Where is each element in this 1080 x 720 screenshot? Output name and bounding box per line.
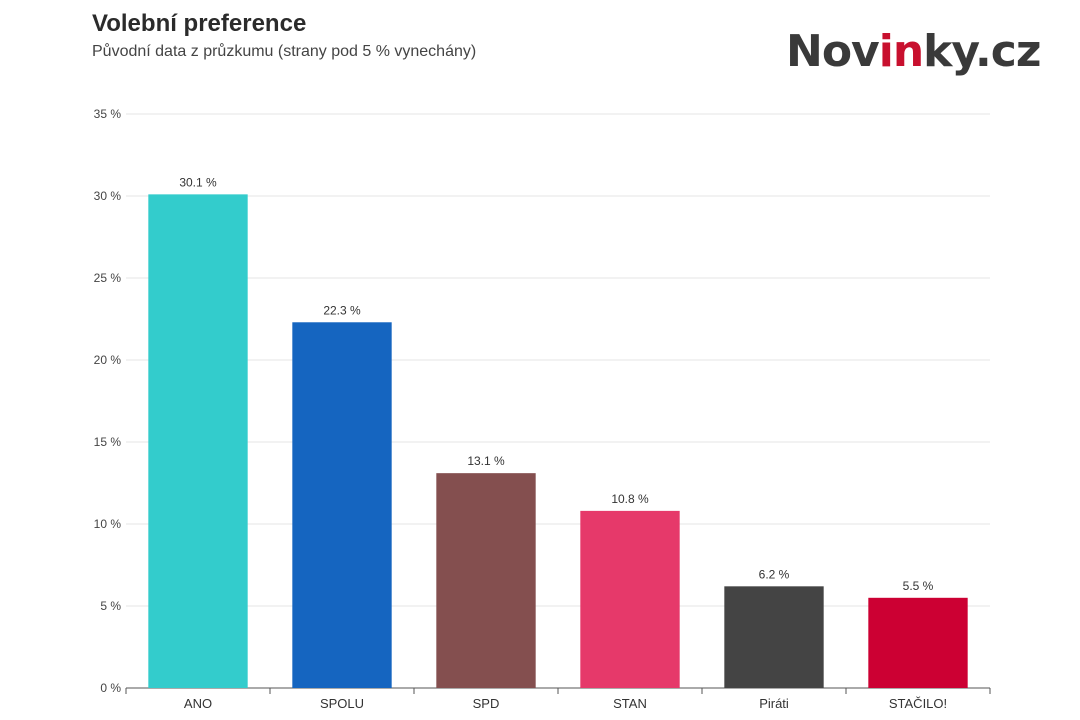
x-tick-label: ANO [184,696,212,711]
y-tick-label: 15 % [94,435,122,449]
bar-stan [580,510,680,688]
logo-text-2: ky.cz [923,26,1041,77]
chart-subtitle: Původní data z průzkumu (strany pod 5 % … [92,43,477,60]
logo-text-1: Nov [786,26,880,77]
y-tick-label: 20 % [94,353,122,367]
y-tick-label: 35 % [94,107,122,121]
bar-spolu [292,322,392,688]
x-tick-label: Piráti [759,696,789,711]
x-tick-label: STAČILO! [889,696,947,711]
bar-ano [148,194,248,689]
data-label: 5.5 % [903,579,934,593]
logo-text-accent: in [878,26,924,77]
y-tick-label: 25 % [94,271,122,285]
data-label: 10.8 % [611,492,649,506]
y-tick-label: 5 % [100,599,121,613]
x-tick-label: SPOLU [320,696,364,711]
y-tick-label: 0 % [100,681,121,695]
x-tick-label: STAN [613,696,647,711]
bar-spd [436,473,536,688]
y-tick-label: 10 % [94,517,122,531]
x-tick-label: SPD [473,696,500,711]
bar-piráti [724,586,824,688]
bar-stačilo! [868,597,968,688]
data-label: 30.1 % [179,175,217,189]
data-label: 6.2 % [759,567,790,581]
data-label: 22.3 % [323,303,361,317]
novinky-logo[interactable]: Novinky.cz [786,26,1041,77]
data-label: 13.1 % [467,454,505,468]
y-tick-label: 30 % [94,189,122,203]
chart-title: Volební preference [92,10,307,37]
